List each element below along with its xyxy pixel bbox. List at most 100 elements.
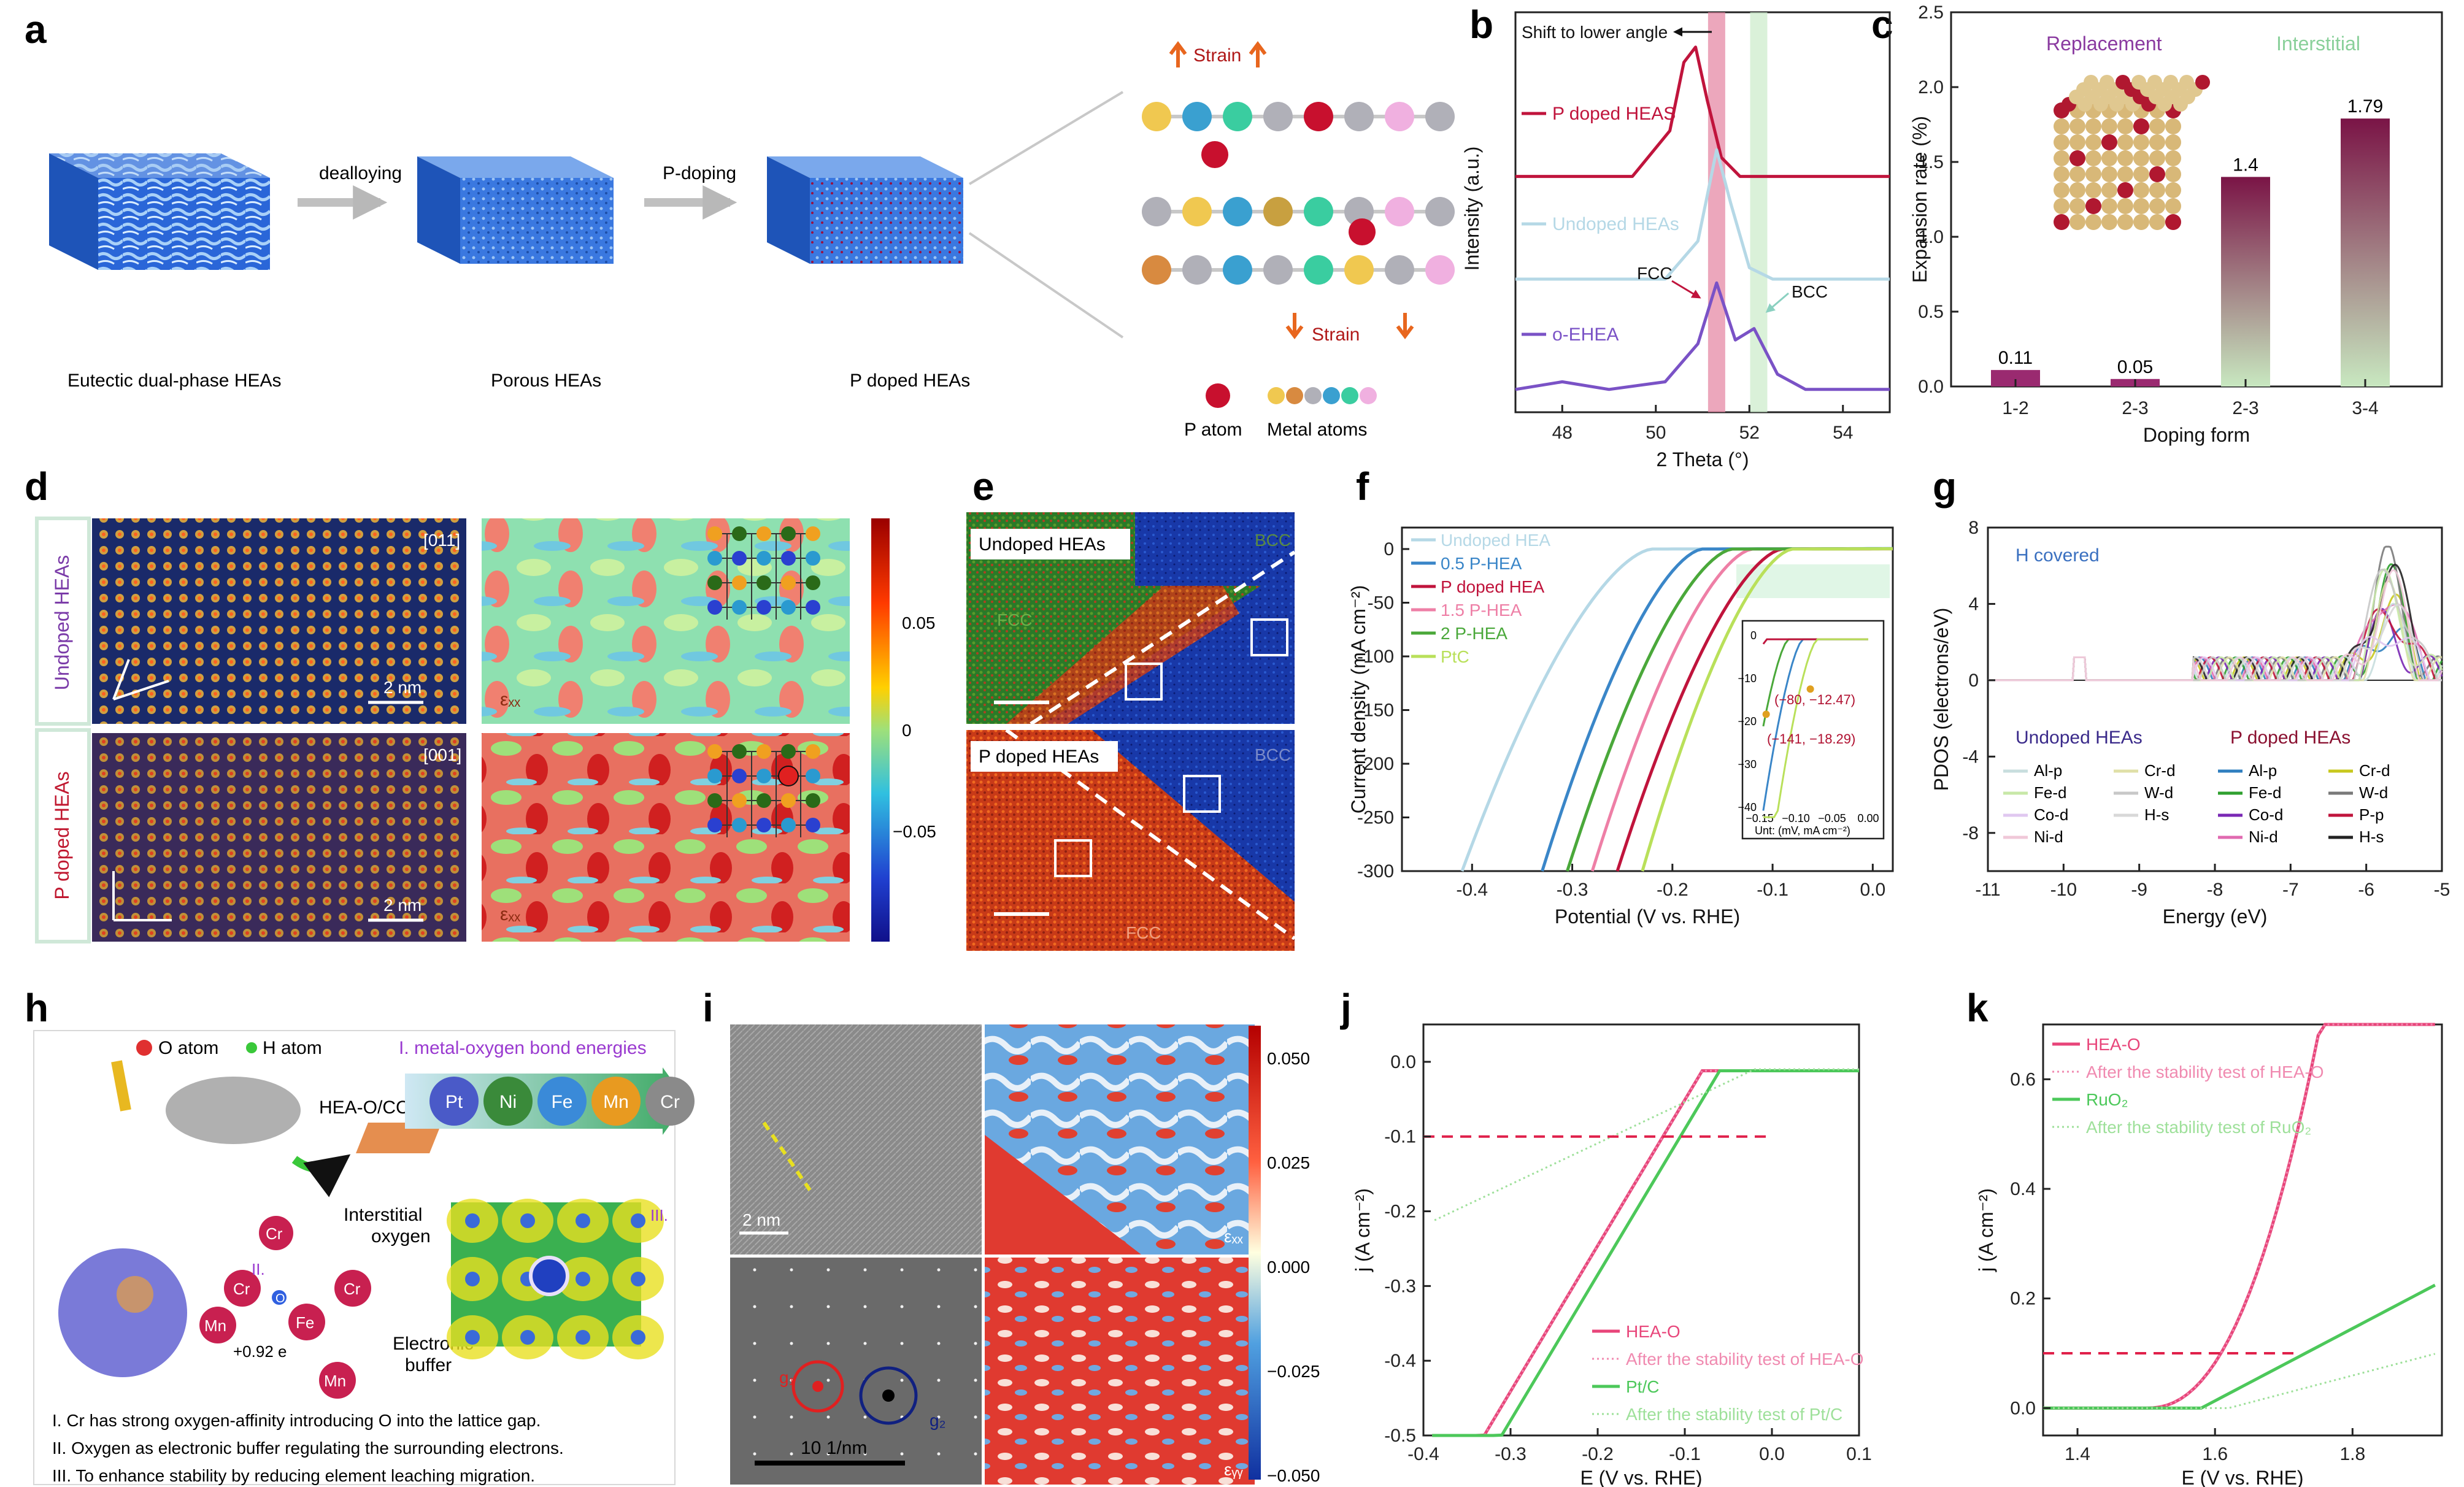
chart-c-bar (2341, 118, 2390, 387)
inset-ytick-label: −20 (1738, 715, 1757, 728)
colorbar-i-tick: −0.025 (1267, 1362, 1320, 1381)
panel-label-a: a (25, 7, 47, 52)
map-atom (520, 1330, 535, 1345)
panel-d-strain-maps: Undoped HEAs P doped HEAs [011] [001] 2 … (35, 517, 936, 943)
note-ii: II. Oxygen as electronic buffer regulati… (52, 1439, 564, 1458)
chart-g-legend-label: P-p (2359, 805, 2384, 824)
chart-k-frame (2042, 1023, 2443, 1437)
p-atom (1349, 218, 1376, 245)
chart-j-legend-label: Pt/C (1626, 1377, 1659, 1396)
cube-atom (2195, 75, 2210, 90)
chart-b-xtick-label: 48 (1552, 423, 1573, 443)
cube-atom (2165, 198, 2181, 214)
chart-j-ytick-label: -0.2 (1384, 1202, 1416, 1222)
chart-f-xlabel: Potential (V vs. RHE) (1555, 905, 1740, 928)
chart-f-frame (1401, 526, 1894, 872)
chart-f-series-line (1641, 547, 1893, 872)
grid-atom (757, 600, 771, 615)
chart-g-legend-label: Co-d (2034, 805, 2068, 824)
chart-f-legend-label: PtC (1441, 647, 1469, 666)
phase-bcc-bottom: BCC (1255, 745, 1291, 764)
grid-atom (781, 551, 796, 566)
colorbar-d-tick-1: 0.05 (902, 613, 936, 632)
chart-g-ytick-label: -4 (1962, 747, 1979, 767)
cube-atom (2085, 198, 2101, 214)
chart-g-legend-label: Al-p (2034, 761, 2062, 780)
strain-eyy-label: εᵧᵧ (1224, 1460, 1243, 1479)
metal-atom (1425, 197, 1455, 226)
chart-g-xtick-label: -8 (2207, 880, 2223, 900)
map-atom (520, 1213, 535, 1228)
cube-atom (2133, 214, 2149, 230)
chart-c-ytick-label: 2.0 (1918, 77, 1944, 98)
svg-text:Cr: Cr (233, 1280, 250, 1298)
cube-atom (2117, 150, 2133, 166)
chart-j-series-line (1432, 1069, 1859, 1437)
metal-atom (1142, 197, 1171, 226)
chart-g-legend-label: Cr-d (2359, 761, 2390, 780)
chart-c-value-label: 0.05 (2117, 357, 2153, 377)
label-p-doped-hea: P doped HEAs (850, 371, 970, 391)
cube-atom (2149, 134, 2165, 150)
haadf-image-p-doped (92, 733, 466, 942)
chart-b-band (1707, 12, 1725, 412)
map-atom (631, 1213, 645, 1228)
cube-atom (2133, 198, 2149, 214)
cube-atom (2054, 214, 2069, 230)
chart-g-xtick-label: -10 (2050, 880, 2077, 900)
chart-f-ytick-label: 0 (1384, 539, 1394, 559)
chart-f-legend-label: Undoped HEA (1441, 531, 1550, 550)
metal-atom (1385, 197, 1414, 226)
grid-atom (707, 600, 722, 615)
bond-energy-title: I. metal-oxygen bond energies (399, 1038, 647, 1058)
chart-g-series-line (1988, 569, 2443, 682)
cube-atom (2117, 134, 2133, 150)
chart-b-series-line (1515, 281, 1890, 391)
colorbar-i-tick: 0.050 (1267, 1049, 1310, 1068)
chart-k-xtick-label: 1.4 (2065, 1444, 2090, 1464)
legend-p-atom-marker (1206, 383, 1230, 408)
strain-map-undoped (482, 518, 850, 724)
grid-atom (707, 769, 722, 783)
chart-f-legend-label: P doped HEA (1441, 577, 1544, 596)
g1-label: g₁ (779, 1368, 795, 1387)
chart-j-legend-label: After the stability test of Pt/C (1626, 1405, 1842, 1424)
panel-a: dealloying P-doping Eutectic dual-phase … (49, 41, 1455, 440)
chart-c-xtick-label: 1-2 (2002, 398, 2028, 418)
chart-g-legend-title: Undoped HEAs (2015, 728, 2143, 748)
row-label-undoped: Undoped HEAs (51, 555, 73, 691)
chart-f-legend-label: 0.5 P-HEA (1441, 554, 1522, 573)
grid-atom (707, 818, 722, 832)
chart-g-xtick-label: -7 (2282, 880, 2299, 900)
grid-atom (732, 526, 747, 541)
grid-atom (707, 793, 722, 808)
chart-c-xtick-label: 2-3 (2232, 398, 2258, 418)
cube-atom (2085, 166, 2101, 182)
strain-exx-label: εₓₓ (1224, 1227, 1244, 1246)
cube-atom (2069, 134, 2085, 150)
cube-atom (2149, 150, 2165, 166)
chart-f-ytick-label: -150 (1357, 701, 1394, 721)
grid-atom (757, 769, 771, 783)
inset-unit: Unt: (mV, mA cm⁻²) (1755, 824, 1850, 837)
panel-g-pdos-chart: -11 -10 -9 -8 -7 -6 -5 8 4 0 -4 -8 H covered Undope… (1930, 518, 2450, 928)
cube-atom (2054, 166, 2069, 182)
cube-atom (2149, 214, 2165, 230)
grid-atom (806, 526, 820, 541)
cube-atom (2117, 118, 2133, 134)
chart-f-ylabel: Current density (mA cm⁻²) (1347, 585, 1369, 814)
chart-k-ytick-label: 0.0 (2010, 1398, 2036, 1418)
buffer-label-2: buffer (405, 1355, 452, 1375)
cube-atom (2133, 166, 2149, 182)
metal-atom (1223, 255, 1252, 285)
cube-atom (2117, 166, 2133, 182)
chart-c-value-label: 1.79 (2347, 96, 2383, 117)
chart-k-xtick-label: 1.8 (2339, 1444, 2365, 1464)
chart-f-xtick-label: -0.2 (1657, 880, 1688, 900)
map-atom (631, 1272, 645, 1286)
chart-f-inset: −0.15 −0.10 −0.05 0.00 0 −10 −20 −30 −40 (−80, −… (1738, 620, 1885, 840)
metal-atom (1344, 255, 1374, 285)
cube-atom (2069, 198, 2085, 214)
chart-b-series-line (1515, 45, 1890, 179)
fcc-arrow (1671, 280, 1701, 299)
